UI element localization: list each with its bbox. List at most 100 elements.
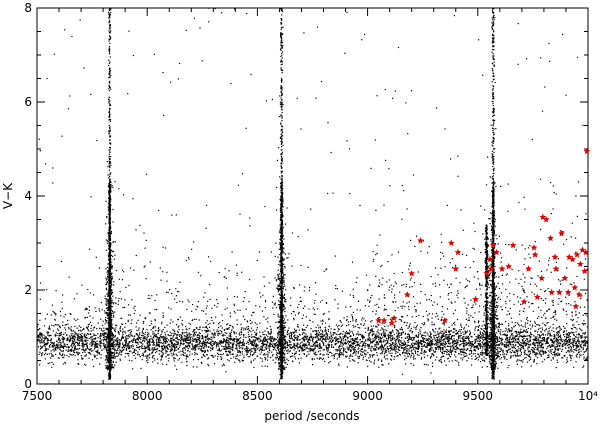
data-dot [339, 333, 341, 335]
data-dot [286, 346, 289, 349]
data-dot [379, 336, 381, 338]
data-dot [350, 354, 352, 356]
data-dot [290, 304, 292, 307]
data-dot [194, 339, 196, 341]
data-dot [375, 313, 377, 315]
data-dot [94, 345, 96, 347]
data-dot [199, 332, 201, 335]
data-dot [99, 335, 101, 338]
data-dot [270, 340, 272, 342]
data-dot [122, 342, 124, 344]
data-dot [534, 330, 536, 332]
data-dot [541, 316, 543, 318]
data-dot [124, 339, 126, 341]
data-dot [122, 346, 125, 348]
data-dot [456, 340, 458, 342]
data-dot [455, 346, 457, 348]
data-dot [480, 361, 482, 363]
data-dot [536, 349, 538, 351]
data-dot [547, 346, 549, 348]
data-dot [468, 338, 470, 340]
data-dot [185, 337, 187, 340]
data-dot [505, 321, 507, 323]
data-dot [351, 359, 354, 361]
data-dot [323, 349, 325, 351]
data-dot [458, 348, 460, 350]
data-dot [319, 326, 321, 328]
data-dot [70, 329, 72, 331]
data-dot [354, 340, 356, 342]
data-dot [178, 351, 180, 353]
data-dot [469, 341, 471, 343]
data-dot [62, 351, 64, 353]
data-dot [582, 341, 584, 343]
data-dot [267, 317, 269, 319]
data-dot [474, 329, 476, 331]
data-dot [242, 340, 244, 342]
data-dot [328, 362, 330, 364]
data-dot [445, 338, 447, 340]
data-dot [86, 336, 88, 339]
data-dot [216, 358, 219, 360]
data-dot [371, 340, 373, 343]
data-dot [360, 323, 362, 325]
data-dot [263, 333, 265, 336]
data-dot [159, 338, 161, 340]
data-dot [232, 349, 234, 351]
data-dot [66, 354, 68, 357]
data-dot [579, 354, 581, 356]
data-dot [452, 328, 455, 330]
data-dot [342, 342, 344, 345]
data-dot [101, 342, 103, 344]
data-dot [205, 345, 207, 347]
data-dot [87, 288, 89, 291]
data-dot [212, 347, 214, 350]
data-dot [158, 341, 160, 343]
data-dot [361, 348, 363, 350]
data-dot [71, 338, 73, 340]
data-dot [117, 355, 119, 357]
data-dot [407, 341, 409, 343]
data-dot [144, 349, 146, 351]
data-dot [546, 347, 548, 350]
data-dot [289, 347, 291, 349]
data-dot [222, 334, 225, 336]
data-dot [122, 335, 124, 337]
data-dot [508, 344, 510, 346]
data-dot [412, 336, 414, 339]
data-dot [170, 340, 172, 342]
data-dot [228, 341, 230, 343]
data-dot [55, 348, 57, 351]
data-dot [98, 308, 100, 310]
data-dot [126, 335, 128, 337]
data-dot [463, 340, 465, 342]
data-dot [556, 332, 558, 334]
data-dot [350, 355, 352, 357]
data-dot [565, 330, 568, 332]
data-dot [207, 329, 209, 331]
data-dot [392, 342, 394, 344]
data-dot [231, 346, 233, 348]
data-dot [196, 335, 198, 337]
data-dot [586, 341, 588, 343]
data-dot [384, 348, 386, 350]
data-dot [294, 331, 296, 333]
data-dot [152, 327, 154, 329]
data-dot [134, 349, 136, 351]
data-dot [365, 359, 367, 361]
data-dot [199, 339, 201, 341]
data-dot [127, 345, 129, 347]
data-dot [41, 346, 43, 349]
data-dot [532, 350, 534, 352]
data-dot [451, 346, 453, 348]
data-dot [115, 327, 117, 329]
data-dot [320, 333, 322, 335]
data-dot [141, 332, 143, 334]
data-dot [214, 333, 216, 335]
data-dot [116, 348, 119, 350]
data-dot [272, 359, 274, 361]
data-dot [157, 333, 159, 335]
data-dot [443, 324, 445, 326]
data-dot [256, 345, 258, 347]
data-dot [154, 349, 157, 351]
